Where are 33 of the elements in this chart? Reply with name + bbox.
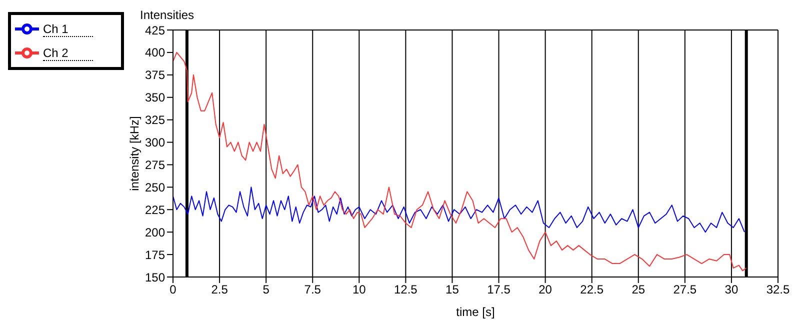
- x-tick-label: 20: [538, 282, 552, 297]
- legend-label: Ch 2: [43, 46, 93, 61]
- x-tick-label: 30: [724, 282, 738, 297]
- y-tick-label: 350: [144, 90, 166, 105]
- y-tick-label: 250: [144, 180, 166, 194]
- x-axis-title: time [s]: [456, 305, 495, 319]
- x-tick-label: 27.5: [673, 282, 697, 297]
- y-tick-label: 425: [144, 23, 166, 38]
- y-axis-title: intensity [kHz]: [127, 116, 142, 191]
- y-tick-label: 225: [144, 202, 166, 217]
- x-tick-label: 22.5: [580, 282, 604, 297]
- y-tick-label: 150: [144, 270, 166, 284]
- y-tick-label: 400: [144, 46, 166, 60]
- legend-label: Ch 1: [43, 22, 93, 37]
- line-series: [173, 186, 745, 233]
- y-tick-label: 325: [144, 113, 166, 128]
- x-tick-label: 7.5: [304, 282, 322, 297]
- x-tick-label: 12.5: [394, 282, 418, 297]
- x-tick-label: 2.5: [211, 282, 228, 297]
- y-tick-label: 175: [144, 248, 166, 262]
- x-tick-label: 10: [352, 282, 366, 297]
- y-tick-label: 300: [144, 136, 166, 150]
- x-tick-label: 25: [632, 282, 646, 297]
- x-tick-label: 15: [446, 282, 460, 297]
- x-tick-label: 32.5: [766, 282, 790, 297]
- x-tick-label: 17.5: [487, 282, 511, 297]
- y-tick-label: 275: [144, 158, 166, 172]
- y-tick-label: 200: [144, 225, 166, 240]
- line-series: [173, 52, 747, 272]
- chart-title: Intensities: [140, 8, 194, 22]
- y-tick-label: 375: [144, 68, 166, 82]
- x-tick-label: 5: [262, 282, 270, 297]
- x-tick-label: 0: [170, 282, 177, 297]
